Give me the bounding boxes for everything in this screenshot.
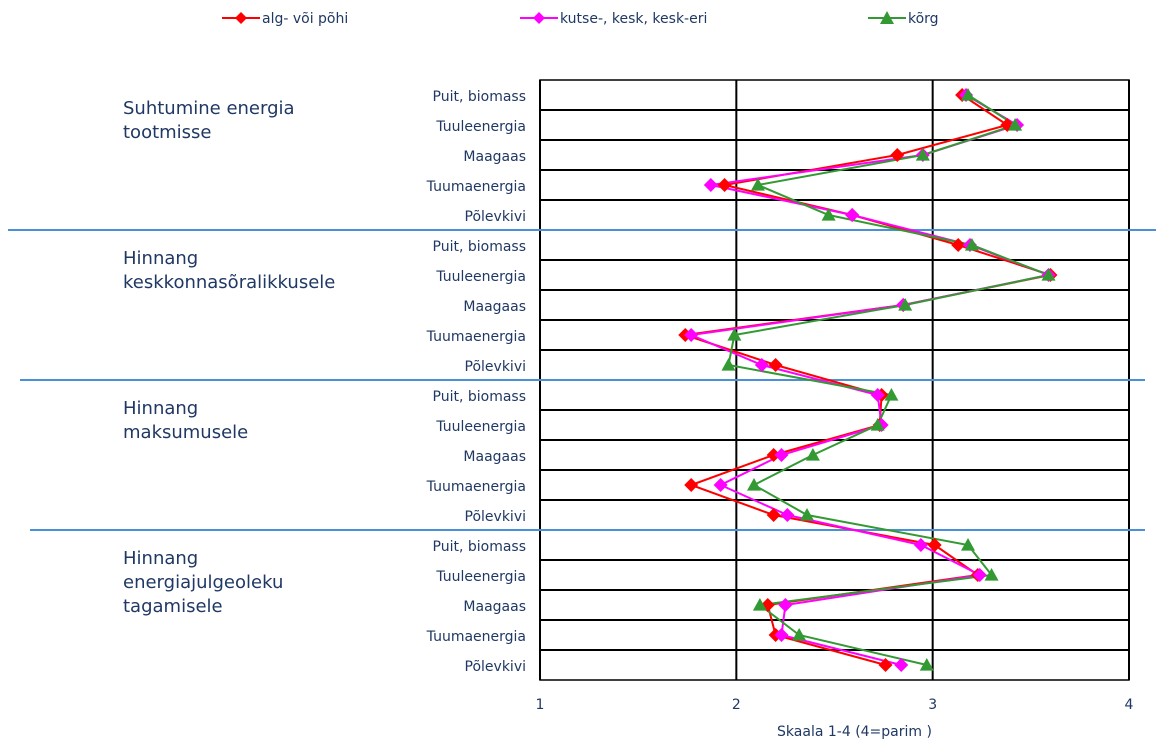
data-point [972,568,987,582]
legend-marker [533,12,545,24]
data-point [805,448,820,461]
data-point [894,658,909,672]
x-tick-label: 4 [1125,697,1134,713]
data-point [774,448,789,462]
data-point [747,478,762,491]
legend-label: kõrg [908,11,939,27]
y-tick-label: Maagaas [463,299,526,315]
data-point [713,478,728,492]
data-point [778,598,793,612]
series-line [687,94,1053,666]
legend-marker [880,11,894,24]
y-tick-label: Tuumaenergia [426,629,526,645]
data-point [870,388,885,402]
data-point [684,328,699,342]
x-tick-label: 3 [928,697,937,713]
x-axis-label: Skaala 1-4 (4=parim ) [777,724,932,740]
data-point [792,628,807,641]
data-point [964,238,979,251]
data-point [721,358,736,371]
group-label: Suhtumine energia tootmisse [123,98,295,143]
data-point [684,478,699,492]
series-line [727,94,1052,666]
group-label: Hinnang maksumusele [123,398,249,443]
y-tick-label: Tuuleenergia [435,119,526,135]
y-tick-label: Põlevkivi [465,209,526,225]
data-point [703,178,718,192]
data-point [821,208,836,221]
data-point [878,658,893,672]
data-point [1008,118,1023,131]
data-point [750,178,765,191]
y-tick-label: Tuuleenergia [435,569,526,585]
data-point [774,628,789,642]
data-point [727,328,742,341]
y-tick-label: Maagaas [463,449,526,465]
data-point [766,508,781,522]
legend-label: alg- või põhi [262,11,348,27]
data-point [984,568,999,581]
data-point [951,238,966,252]
y-tick-label: Puit, biomass [433,239,527,255]
data-point [717,178,732,192]
x-tick-label: 1 [536,697,545,713]
data-point [961,538,976,551]
data-point [915,148,930,161]
data-point [890,148,905,162]
data-point [845,208,860,222]
data-point [752,598,767,611]
group-label: Hinnang keskkonnasõralikkusele [123,248,336,293]
data-point [919,658,934,671]
y-tick-label: Põlevkivi [465,659,526,675]
y-tick-label: Puit, biomass [433,389,527,405]
y-tick-label: Põlevkivi [465,359,526,375]
y-tick-label: Tuuleenergia [435,269,526,285]
y-tick-label: Tuumaenergia [426,479,526,495]
data-point [913,538,928,552]
data-point [768,358,783,372]
data-point [766,448,781,462]
data-point [927,538,942,552]
data-point [1041,268,1056,281]
x-tick-label: 2 [732,697,741,713]
data-point [800,508,815,521]
y-tick-label: Puit, biomass [433,89,527,105]
y-tick-label: Tuumaenergia [426,179,526,195]
legend-marker [235,12,247,24]
y-tick-label: Tuuleenergia [435,419,526,435]
group-label: Hinnang energiajulgeoleku tagamisele [123,548,284,617]
y-tick-label: Maagaas [463,149,526,165]
y-tick-label: Põlevkivi [465,509,526,525]
legend-label: kutse-, kesk, kesk-eri [560,11,707,27]
data-point [961,88,976,101]
data-point [754,358,769,372]
y-tick-label: Maagaas [463,599,526,615]
data-point [898,298,913,311]
data-point [780,508,795,522]
data-point [884,388,899,401]
data-point [870,418,885,431]
y-tick-label: Tuumaenergia [426,329,526,345]
y-tick-label: Puit, biomass [433,539,527,555]
